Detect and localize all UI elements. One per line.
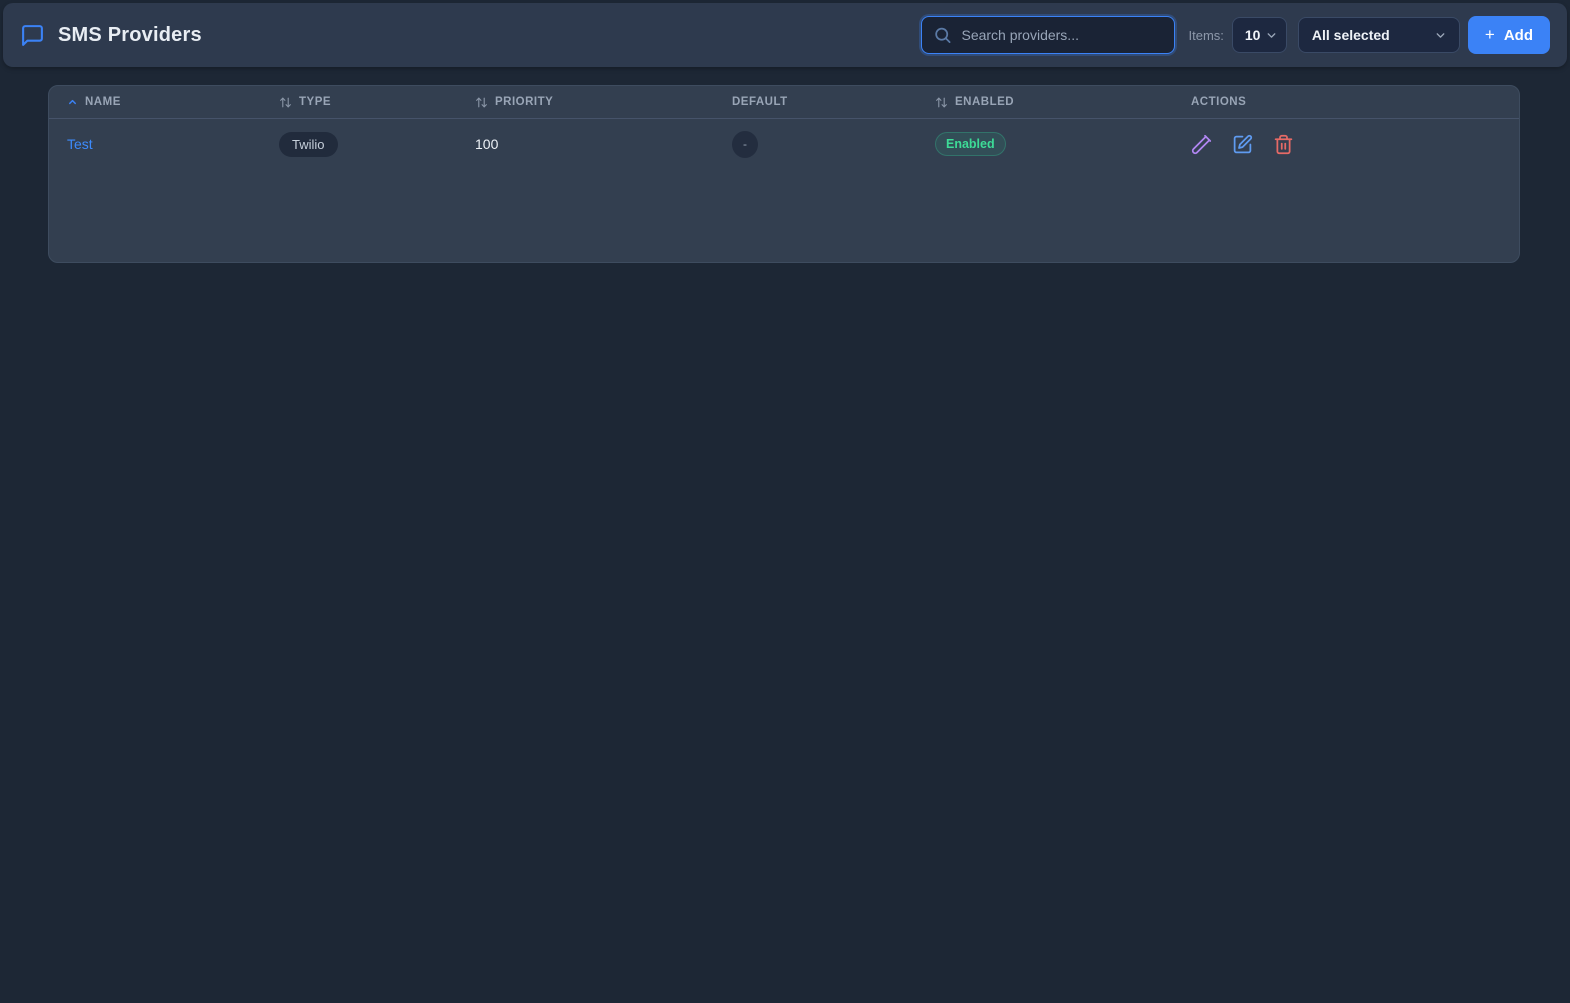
edit-provider-button[interactable]	[1232, 134, 1253, 155]
plus-icon: +	[1484, 24, 1495, 44]
chat-bubble-icon	[20, 23, 45, 48]
chevron-down-icon	[1434, 29, 1447, 42]
sort-updown-icon	[935, 96, 948, 109]
sort-updown-icon	[475, 96, 488, 109]
items-per-page-label: Items:	[1188, 27, 1224, 43]
page-title: SMS Providers	[58, 23, 202, 46]
test-provider-button[interactable]	[1191, 134, 1212, 155]
column-header-priority[interactable]: PRIORITY	[475, 96, 732, 109]
cell-type: Twilio	[279, 131, 475, 157]
table-row: Test Twilio 100 - Enabled	[49, 119, 1519, 169]
column-header-name[interactable]: NAME	[67, 96, 279, 108]
sort-updown-icon	[279, 96, 292, 109]
header-controls: Items: 10 All selected + Add	[921, 16, 1550, 54]
chevron-down-icon	[1265, 29, 1278, 42]
column-label-actions: ACTIONS	[1191, 96, 1247, 108]
search-input[interactable]	[921, 16, 1176, 54]
trash-icon	[1273, 134, 1294, 155]
priority-value: 100	[475, 136, 499, 152]
column-label-enabled: ENABLED	[955, 96, 1015, 108]
items-per-page-value: 10	[1244, 27, 1261, 43]
delete-provider-button[interactable]	[1273, 134, 1294, 155]
default-badge: -	[732, 130, 758, 158]
search-box	[921, 16, 1176, 54]
cell-actions	[1191, 134, 1501, 155]
selection-filter-select[interactable]: All selected	[1297, 17, 1460, 53]
cell-name: Test	[67, 136, 279, 152]
column-header-default: DEFAULT	[732, 96, 935, 108]
add-provider-button[interactable]: + Add	[1467, 16, 1550, 54]
column-header-actions: ACTIONS	[1191, 96, 1501, 108]
sort-ascending-icon	[67, 97, 78, 108]
cell-priority: 100	[475, 136, 732, 152]
cell-enabled: Enabled	[935, 132, 1191, 156]
column-label-name: NAME	[85, 96, 121, 108]
column-header-type[interactable]: TYPE	[279, 96, 475, 109]
providers-table-card: NAME TYPE PRIORITY DEFAULT ENABLED ACTIO…	[48, 85, 1520, 263]
test-tube-icon	[1191, 134, 1212, 155]
enabled-status-badge: Enabled	[935, 132, 1006, 156]
cell-default: -	[732, 130, 935, 158]
column-header-enabled[interactable]: ENABLED	[935, 96, 1191, 109]
search-icon	[933, 26, 952, 45]
provider-type-badge: Twilio	[279, 131, 338, 157]
column-label-priority: PRIORITY	[495, 96, 554, 108]
column-label-default: DEFAULT	[732, 96, 788, 108]
add-button-label: Add	[1503, 26, 1533, 44]
selection-filter-value: All selected	[1311, 27, 1390, 43]
provider-name-link[interactable]: Test	[67, 136, 93, 152]
app-header: SMS Providers Items: 10 All selected +	[3, 3, 1567, 67]
edit-pencil-square-icon	[1232, 134, 1253, 155]
column-label-type: TYPE	[299, 96, 332, 108]
items-per-page-select[interactable]: 10	[1231, 17, 1287, 53]
table-header-row: NAME TYPE PRIORITY DEFAULT ENABLED ACTIO…	[49, 86, 1519, 119]
